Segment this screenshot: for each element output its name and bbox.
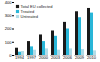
svg-text:2006: 2006	[63, 55, 73, 60]
svg-text:2010: 2010	[87, 55, 97, 60]
svg-text:100: 100	[5, 40, 12, 45]
svg-text:300: 300	[5, 13, 12, 18]
svg-text:Total EU collected: Total EU collected	[20, 3, 53, 9]
svg-text:400: 400	[5, 0, 12, 5]
svg-text:2009: 2009	[75, 55, 85, 60]
svg-text:2003: 2003	[51, 55, 61, 60]
svg-text:0: 0	[9, 53, 12, 58]
svg-text:200: 200	[5, 26, 12, 31]
svg-text:Untreated: Untreated	[21, 14, 39, 19]
svg-text:2000: 2000	[39, 55, 49, 60]
svg-text:1994: 1994	[15, 55, 25, 60]
svg-text:Treated: Treated	[20, 8, 35, 14]
svg-text:1997: 1997	[27, 55, 37, 60]
